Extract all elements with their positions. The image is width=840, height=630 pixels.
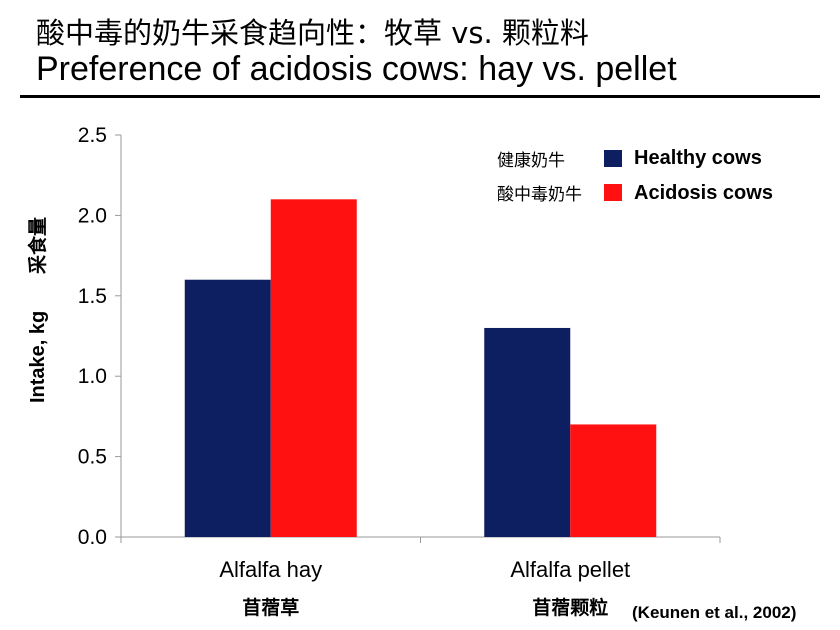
y-tick-label: 0.5 <box>78 446 107 469</box>
legend-swatch-acidosis <box>604 184 622 201</box>
chart-title-chinese: 酸中毒的奶牛采食趋向性：牧草 vs. 颗粒料 <box>36 16 589 50</box>
bar-acidosis-hay <box>270 199 357 537</box>
y-tick-label: 2.0 <box>78 204 107 227</box>
bars <box>184 199 657 537</box>
y-axis-label-chinese: 采食量 <box>26 217 49 274</box>
x-category-label-chinese: 苜蓿颗粒 <box>532 596 608 619</box>
x-category-label-chinese: 苜蓿草 <box>242 596 299 619</box>
bar-acidosis-pellet <box>570 424 657 537</box>
legend: 健康奶牛 Healthy cows 酸中毒奶牛 Acidosis cows <box>497 147 773 205</box>
title-underline <box>20 95 820 98</box>
legend-label-acidosis: Acidosis cows <box>634 182 773 204</box>
bar-healthy-hay <box>184 279 271 537</box>
citation: (Keunen et al., 2002) <box>632 603 796 622</box>
legend-label-healthy-chinese: 健康奶牛 <box>497 151 565 171</box>
y-axis-label: Intake, kg <box>27 311 49 403</box>
y-tick-label: 2.5 <box>78 124 107 147</box>
x-categories: Alfalfa hay 苜蓿草 Alfalfa pellet 苜蓿颗粒 <box>120 537 721 619</box>
y-ticks: 0.0 0.5 1.0 1.5 2.0 2.5 <box>78 124 121 549</box>
x-category-label: Alfalfa pellet <box>510 557 630 582</box>
legend-swatch-healthy <box>604 150 622 167</box>
legend-label-healthy: Healthy cows <box>634 147 762 169</box>
x-category-label: Alfalfa hay <box>219 557 322 582</box>
y-tick-label: 1.5 <box>78 285 107 308</box>
y-tick-label: 0.0 <box>78 526 107 549</box>
legend-label-acidosis-chinese: 酸中毒奶牛 <box>497 185 582 205</box>
bar-healthy-pellet <box>484 327 571 537</box>
y-tick-label: 1.0 <box>78 365 107 388</box>
chart-title-english: Preference of acidosis cows: hay vs. pel… <box>36 50 677 88</box>
